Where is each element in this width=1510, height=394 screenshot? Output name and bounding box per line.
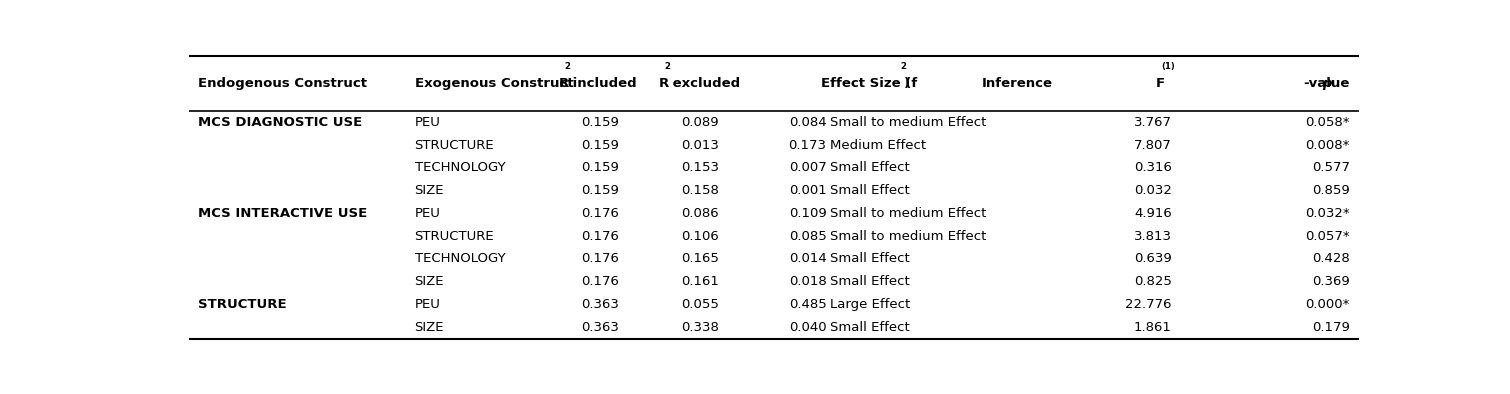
Text: Endogenous Construct: Endogenous Construct — [198, 77, 367, 90]
Text: 0.159: 0.159 — [581, 139, 619, 152]
Text: R: R — [559, 77, 569, 90]
Text: ): ) — [904, 77, 911, 90]
Text: 0.013: 0.013 — [681, 139, 719, 152]
Text: 0.428: 0.428 — [1312, 253, 1350, 266]
Text: STRUCTURE: STRUCTURE — [198, 298, 287, 311]
Text: Small Effect: Small Effect — [831, 184, 911, 197]
Text: 0.014: 0.014 — [788, 253, 826, 266]
Text: 2: 2 — [664, 63, 670, 71]
Text: TECHNOLOGY: TECHNOLOGY — [415, 253, 506, 266]
Text: SIZE: SIZE — [415, 184, 444, 197]
Text: Exogenous Construct: Exogenous Construct — [415, 77, 574, 90]
Text: 0.000*: 0.000* — [1305, 298, 1350, 311]
Text: 2: 2 — [900, 63, 906, 71]
Text: 0.085: 0.085 — [788, 230, 826, 243]
Text: PEU: PEU — [415, 298, 441, 311]
Text: Small Effect: Small Effect — [831, 321, 911, 334]
Text: 0.158: 0.158 — [681, 184, 719, 197]
Text: 3.767: 3.767 — [1134, 116, 1172, 129]
Text: Small Effect: Small Effect — [831, 162, 911, 175]
Text: 0.159: 0.159 — [581, 116, 619, 129]
Text: 0.161: 0.161 — [681, 275, 719, 288]
Text: Small to medium Effect: Small to medium Effect — [831, 230, 986, 243]
Text: 0.176: 0.176 — [581, 230, 619, 243]
Text: TECHNOLOGY: TECHNOLOGY — [415, 162, 506, 175]
Text: included: included — [568, 77, 637, 90]
Text: 0.316: 0.316 — [1134, 162, 1172, 175]
Text: 2: 2 — [565, 63, 571, 71]
Text: 0.040: 0.040 — [788, 321, 826, 334]
Text: 0.179: 0.179 — [1312, 321, 1350, 334]
Text: Large Effect: Large Effect — [831, 298, 911, 311]
Text: 0.057*: 0.057* — [1305, 230, 1350, 243]
Text: 0.176: 0.176 — [581, 275, 619, 288]
Text: Medium Effect: Medium Effect — [831, 139, 926, 152]
Text: Effect Size (f: Effect Size (f — [821, 77, 917, 90]
Text: MCS DIAGNOSTIC USE: MCS DIAGNOSTIC USE — [198, 116, 362, 129]
Text: STRUCTURE: STRUCTURE — [415, 139, 494, 152]
Text: 0.825: 0.825 — [1134, 275, 1172, 288]
Text: 0.639: 0.639 — [1134, 253, 1172, 266]
Text: 0.084: 0.084 — [788, 116, 826, 129]
Text: 0.176: 0.176 — [581, 207, 619, 220]
Text: 0.032: 0.032 — [1134, 184, 1172, 197]
Text: R: R — [658, 77, 669, 90]
Text: Small to medium Effect: Small to medium Effect — [831, 116, 986, 129]
Text: 0.055: 0.055 — [681, 298, 719, 311]
Text: 22.776: 22.776 — [1125, 298, 1172, 311]
Text: p: p — [1323, 77, 1332, 90]
Text: 0.086: 0.086 — [681, 207, 719, 220]
Text: 0.089: 0.089 — [681, 116, 719, 129]
Text: 0.173: 0.173 — [788, 139, 826, 152]
Text: 0.153: 0.153 — [681, 162, 719, 175]
Text: excluded: excluded — [667, 77, 740, 90]
Text: SIZE: SIZE — [415, 275, 444, 288]
Text: 0.106: 0.106 — [681, 230, 719, 243]
Text: 0.363: 0.363 — [581, 298, 619, 311]
Text: Small Effect: Small Effect — [831, 253, 911, 266]
Text: Small Effect: Small Effect — [831, 275, 911, 288]
Text: Inference: Inference — [982, 77, 1052, 90]
Text: 0.577: 0.577 — [1312, 162, 1350, 175]
Text: 0.338: 0.338 — [681, 321, 719, 334]
Text: 0.109: 0.109 — [788, 207, 826, 220]
Text: STRUCTURE: STRUCTURE — [415, 230, 494, 243]
Text: 1.861: 1.861 — [1134, 321, 1172, 334]
Text: 4.916: 4.916 — [1134, 207, 1172, 220]
Text: SIZE: SIZE — [415, 321, 444, 334]
Text: PEU: PEU — [415, 207, 441, 220]
Text: 0.363: 0.363 — [581, 321, 619, 334]
Text: Small to medium Effect: Small to medium Effect — [831, 207, 986, 220]
Text: 0.165: 0.165 — [681, 253, 719, 266]
Text: PEU: PEU — [415, 116, 441, 129]
Text: 0.001: 0.001 — [788, 184, 826, 197]
Text: 7.807: 7.807 — [1134, 139, 1172, 152]
Text: 0.058*: 0.058* — [1305, 116, 1350, 129]
Text: 0.008*: 0.008* — [1305, 139, 1350, 152]
Text: 0.369: 0.369 — [1312, 275, 1350, 288]
Text: MCS INTERACTIVE USE: MCS INTERACTIVE USE — [198, 207, 367, 220]
Text: 0.859: 0.859 — [1312, 184, 1350, 197]
Text: 0.007: 0.007 — [788, 162, 826, 175]
Text: 0.485: 0.485 — [788, 298, 826, 311]
Text: 0.018: 0.018 — [788, 275, 826, 288]
Text: 0.176: 0.176 — [581, 253, 619, 266]
Text: (1): (1) — [1161, 63, 1175, 71]
Text: F: F — [1155, 77, 1166, 90]
Text: 3.813: 3.813 — [1134, 230, 1172, 243]
Text: 0.032*: 0.032* — [1305, 207, 1350, 220]
Text: 0.159: 0.159 — [581, 162, 619, 175]
Text: 0.159: 0.159 — [581, 184, 619, 197]
Text: -value: -value — [1303, 77, 1350, 90]
